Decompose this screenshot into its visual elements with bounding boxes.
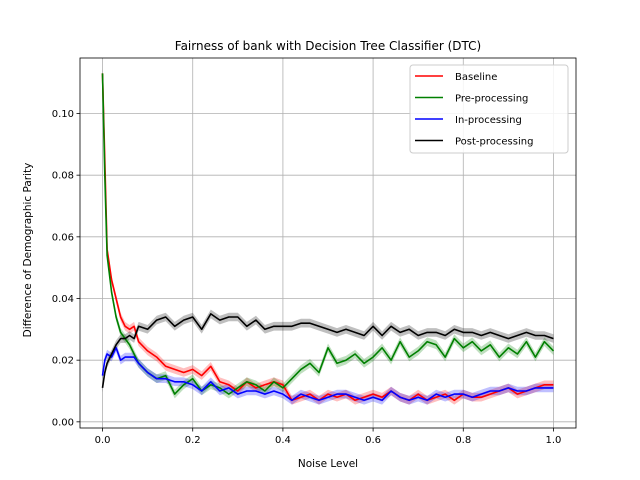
y-tick-label: 0.08 [52, 171, 74, 182]
axis-ticks: 0.0 0.2 0.4 0.6 0.8 1.0 0.00 0.02 0.04 0.06 0.08 0.… [52, 109, 562, 446]
legend-box [409, 64, 569, 154]
plot-frame [79, 57, 577, 429]
legend-label-post-processing: Post-processing [455, 137, 533, 148]
x-axis-label: Noise Level [298, 458, 358, 470]
post-processing-line [101, 313, 554, 389]
y-tick-label: 0.00 [52, 417, 74, 428]
y-tick-label: 0.02 [52, 356, 74, 367]
y-axis-label: Difference of Demographic Parity [22, 163, 34, 338]
chart-title: Fairness of bank with Decision Tree Clas… [175, 39, 481, 53]
y-tick-label: 0.10 [52, 109, 74, 120]
x-tick-label: 0.2 [185, 435, 201, 446]
in-processing-line [101, 346, 554, 402]
x-tick-label: 0.6 [365, 435, 381, 446]
y-tick-label: 0.04 [52, 294, 74, 305]
x-tick-label: 0.0 [95, 435, 111, 446]
legend-label-in-processing: In-processing [455, 115, 522, 126]
x-tick-label: 0.4 [275, 435, 291, 446]
confidence-bands [102, 69, 554, 405]
legend-label-pre-processing: Pre-processing [455, 94, 528, 105]
in-processing-band [102, 343, 554, 405]
x-tick-label: 0.8 [455, 435, 471, 446]
y-tick-label: 0.06 [52, 232, 74, 243]
x-tick-label: 1.0 [546, 435, 562, 446]
post-processing-band [102, 309, 554, 393]
series-lines [101, 73, 555, 402]
legend-label-baseline: Baseline [455, 72, 497, 83]
legend: Baseline Pre-processing In-processing Post-… [409, 64, 569, 154]
